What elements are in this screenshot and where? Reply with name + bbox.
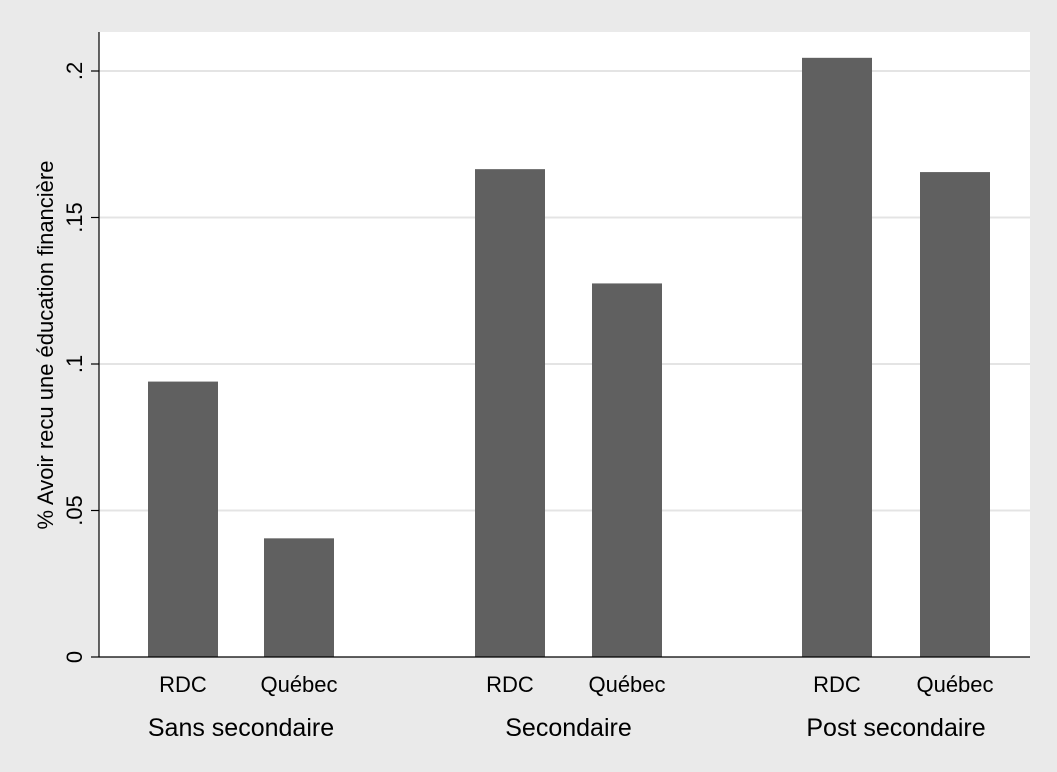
plot-area [99, 32, 1030, 657]
group-label: Secondaire [505, 714, 631, 742]
y-ticks: 0 .05 .1 .15 .2 [62, 62, 99, 663]
category-label: RDC [486, 672, 534, 697]
bar [802, 57, 872, 657]
bars [148, 57, 990, 657]
y-tick-label: .1 [62, 355, 87, 373]
category-label: Québec [260, 672, 337, 697]
y-axis-title: % Avoir recu une éducation financière [33, 161, 58, 530]
x-labels: RDC Québec Sans secondaire RDC Québec Seconda… [148, 672, 994, 742]
bar [264, 538, 334, 657]
bar [592, 283, 662, 657]
category-label: Québec [588, 672, 665, 697]
gridlines [99, 70, 1030, 512]
bar [148, 381, 218, 657]
y-tick-label: .05 [62, 495, 87, 526]
bar [475, 169, 545, 657]
category-label: RDC [159, 672, 207, 697]
y-tick-label: .15 [62, 202, 87, 233]
group-label: Sans secondaire [148, 714, 334, 742]
category-label: Québec [916, 672, 993, 697]
group-label: Post secondaire [806, 714, 985, 742]
axes [98, 32, 1030, 658]
category-label: RDC [813, 672, 861, 697]
bar [920, 172, 990, 657]
y-tick-label: 0 [62, 651, 87, 663]
y-tick-label: .2 [62, 62, 87, 80]
